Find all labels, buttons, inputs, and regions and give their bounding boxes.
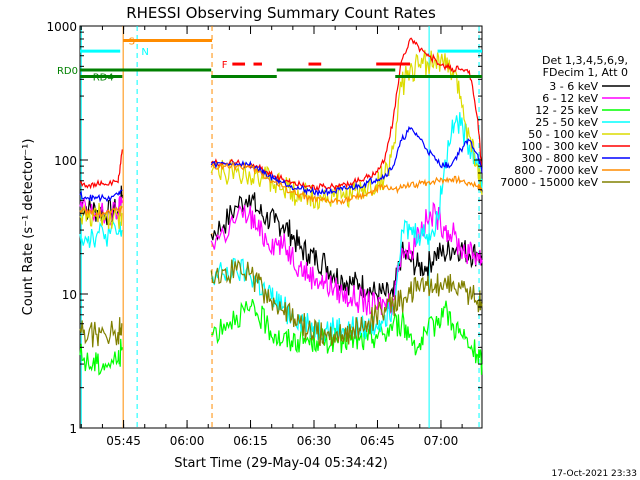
- x-tick-label-06-00: 06:00: [170, 434, 205, 448]
- series-line-100-300-kev: [210, 37, 483, 192]
- x-tick-label-06-30: 06:30: [297, 434, 332, 448]
- plot-area: [79, 25, 483, 429]
- series-line-7000-15000-kev: [210, 259, 483, 347]
- flag-label-f: F: [222, 60, 228, 71]
- legend-label-300-800-kev: 300 - 800 keV: [521, 152, 598, 165]
- series-line-50-100-kev: [79, 202, 123, 229]
- series-line-300-800-kev: [79, 189, 123, 203]
- series-line-25-50-kev: [79, 220, 123, 248]
- legend-label-800-7000-kev: 800 - 7000 keV: [514, 164, 598, 177]
- series-line-100-300-kev: [79, 149, 123, 190]
- series-line-50-100-kev: [210, 49, 483, 211]
- legend-label-12-25-kev: 12 - 25 keV: [535, 104, 598, 117]
- y-axis-label: Count Rate (s⁻¹ detector⁻¹): [21, 139, 36, 316]
- flag-label-s: S: [129, 36, 135, 47]
- axes: 05:45 06:00 06:15 06:30 06:45 07:00 1 10 100 1000: [46, 20, 482, 448]
- y-tick-label-10: 10: [62, 288, 77, 302]
- legend-header-0: Det 1,3,4,5,6,9,: [542, 54, 628, 67]
- series-line-12-25-kev: [79, 338, 123, 376]
- legend-label-50-100-kev: 50 - 100 keV: [528, 128, 598, 141]
- series-lines: [79, 37, 483, 376]
- x-tick-label-07-00: 07:00: [424, 434, 459, 448]
- series-line-3-6-kev: [210, 192, 483, 305]
- footer-timestamp: 17-Oct-2021 23:33: [552, 469, 637, 479]
- series-line-800-7000-kev: [210, 161, 483, 206]
- y-tick-label-1000: 1000: [46, 20, 77, 34]
- flag-bars: SN F RD0 RD4: [57, 36, 482, 83]
- series-line-800-7000-kev: [79, 205, 123, 219]
- vertical-markers: [80, 26, 480, 428]
- flag-label-rd0: RD0: [57, 66, 78, 77]
- legend-label-3-6-kev: 3 - 6 keV: [549, 80, 598, 93]
- legend: Det 1,3,4,5,6,9,FDecim 1, Att 03 - 6 keV…: [500, 54, 630, 189]
- flag-label-rd4: RD4: [93, 72, 114, 83]
- x-tick-label-06-15: 06:15: [233, 434, 268, 448]
- legend-header-1: FDecim 1, Att 0: [543, 66, 628, 79]
- legend-label-6-12-kev: 6 - 12 keV: [542, 92, 598, 105]
- series-line-6-12-kev: [210, 201, 483, 316]
- series-line-7000-15000-kev: [79, 317, 123, 348]
- legend-label-25-50-kev: 25 - 50 keV: [535, 116, 598, 129]
- y-tick-label-1: 1: [69, 422, 77, 436]
- x-tick-label-05-45: 05:45: [106, 434, 141, 448]
- legend-label-100-300-kev: 100 - 300 keV: [521, 140, 598, 153]
- chart-title: RHESSI Observing Summary Count Rates: [126, 4, 436, 22]
- x-axis-label: Start Time (29-May-04 05:34:42): [174, 456, 388, 471]
- x-tick-label-06-45: 06:45: [360, 434, 395, 448]
- flag-label-n: N: [141, 47, 148, 58]
- legend-label-7000-15000-kev: 7000 - 15000 keV: [500, 176, 598, 189]
- y-tick-label-100: 100: [54, 154, 77, 168]
- plot-frame: [79, 25, 483, 429]
